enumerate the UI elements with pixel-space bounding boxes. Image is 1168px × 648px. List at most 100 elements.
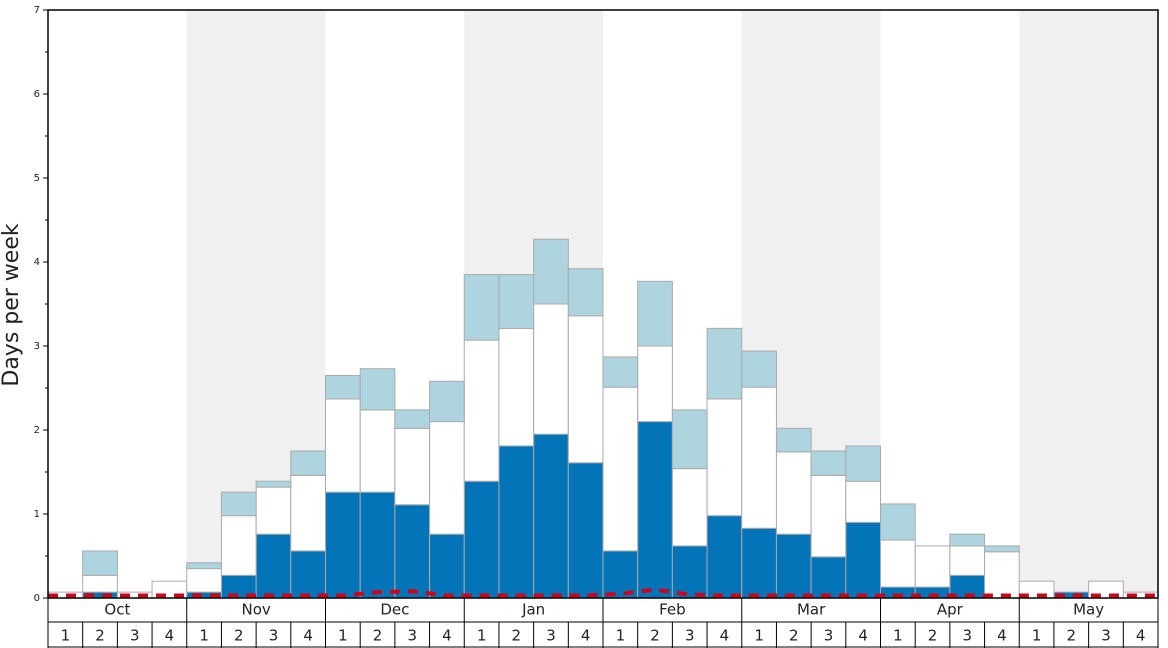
bar-segment [325, 491, 361, 599]
x-tick-label: 2 [650, 627, 660, 645]
bar-segment [845, 480, 881, 523]
x-tick-label: 2 [95, 627, 105, 645]
bar-segment [671, 468, 708, 547]
bar-segment [567, 268, 604, 317]
x-tick-label: 1 [616, 627, 626, 645]
bar-segment [984, 551, 1020, 599]
bar-segment [741, 527, 777, 599]
bar-segment [602, 550, 639, 599]
bar-segment [359, 491, 396, 599]
bar-segment [949, 533, 986, 547]
bar-segment [82, 550, 118, 576]
bar-segment [637, 421, 673, 599]
bar-segment [325, 398, 361, 493]
bar-segment [463, 274, 500, 341]
y-tick-label: 7 [34, 5, 40, 16]
x-tick-label: 2 [928, 627, 938, 645]
bar-segment [775, 451, 812, 535]
bar-segment [290, 474, 326, 552]
x-tick-label: 3 [269, 627, 279, 645]
x-tick-label: 2 [234, 627, 244, 645]
month-label: Feb [659, 601, 686, 619]
x-tick-label: 1 [893, 627, 903, 645]
bar-segment [82, 574, 118, 593]
bar-segment [429, 380, 465, 423]
bar-segment [914, 545, 951, 588]
bar-segment [498, 274, 535, 329]
x-tick-label: 4 [1136, 627, 1146, 645]
bar-segment [533, 303, 569, 435]
month-label: May [1073, 601, 1104, 619]
x-tick-label: 1 [1032, 627, 1042, 645]
bar-segment [706, 327, 743, 400]
x-tick-label: 3 [685, 627, 695, 645]
x-tick-label: 4 [997, 627, 1007, 645]
x-tick-label: 3 [130, 627, 140, 645]
bar-segment [810, 556, 847, 599]
bars [47, 238, 1159, 599]
line [48, 587, 1158, 598]
y-tick-label: 3 [34, 341, 40, 352]
bar-segment [706, 515, 743, 599]
month-label: Nov [241, 601, 270, 619]
bar-segment [810, 450, 847, 476]
bar-segment [984, 545, 1020, 553]
month-band [1019, 10, 1158, 598]
x-tick-label: 4 [303, 627, 313, 645]
x-tick-label: 1 [477, 627, 487, 645]
bar-segment [255, 480, 292, 488]
bar-segment [463, 480, 500, 599]
bar-segment [255, 533, 292, 599]
bar-segment [741, 386, 777, 529]
y-axis-label: Days per week [0, 223, 24, 386]
bar-segment [394, 409, 431, 429]
x-tick-label: 2 [373, 627, 383, 645]
bar-segment [637, 345, 673, 423]
y-tick-label: 5 [34, 173, 40, 184]
x-tick-label: 3 [962, 627, 972, 645]
bar-segment [845, 521, 881, 599]
bar-segment [394, 504, 431, 599]
bar-segment [498, 327, 535, 447]
bar-segment [359, 368, 396, 411]
bar-segment [671, 409, 708, 470]
bar-segment [567, 462, 604, 599]
bar-segment [429, 421, 465, 535]
x-tick-label: 1 [754, 627, 764, 645]
x-tick-label: 4 [442, 627, 452, 645]
month-label: Jan [521, 601, 545, 619]
bar-segment [533, 238, 569, 305]
month-label: Dec [380, 601, 409, 619]
bar-segment [880, 503, 916, 541]
y-tick-label: 6 [34, 89, 40, 100]
overlay: Oct Nov Dec Jan Feb Mar Apr May 0 1 2 3 4 5 6 7 1 2 3 4 1 2 3 4… [34, 5, 1159, 648]
bar-segment [498, 445, 535, 599]
bar-segment [637, 280, 673, 347]
x-tick-label: 4 [720, 627, 730, 645]
x-tick-label: 3 [546, 627, 556, 645]
month-label: Apr [937, 601, 964, 619]
month-label: Mar [797, 601, 826, 619]
x-tick-label: 3 [407, 627, 417, 645]
bar-segment [741, 350, 777, 388]
bar-segment [220, 515, 257, 576]
x-tick-label: 4 [165, 627, 175, 645]
bar-segment [359, 409, 396, 493]
x-tick-label: 2 [512, 627, 522, 645]
y-tick-label: 0 [34, 593, 40, 604]
x-tick-label: 1 [61, 627, 71, 645]
bar-segment [325, 374, 361, 400]
x-tick-label: 3 [1101, 627, 1111, 645]
y-tick-label: 2 [34, 425, 40, 436]
bar-segment [775, 427, 812, 453]
bar-segment [880, 539, 916, 588]
bar-segment [567, 315, 604, 464]
bar-segment [845, 445, 881, 482]
bar-segment [220, 491, 257, 517]
plot-frame [47, 9, 1159, 599]
x-tick-label: 2 [789, 627, 799, 645]
bar-segment [810, 474, 847, 558]
bar-segment [186, 562, 222, 570]
